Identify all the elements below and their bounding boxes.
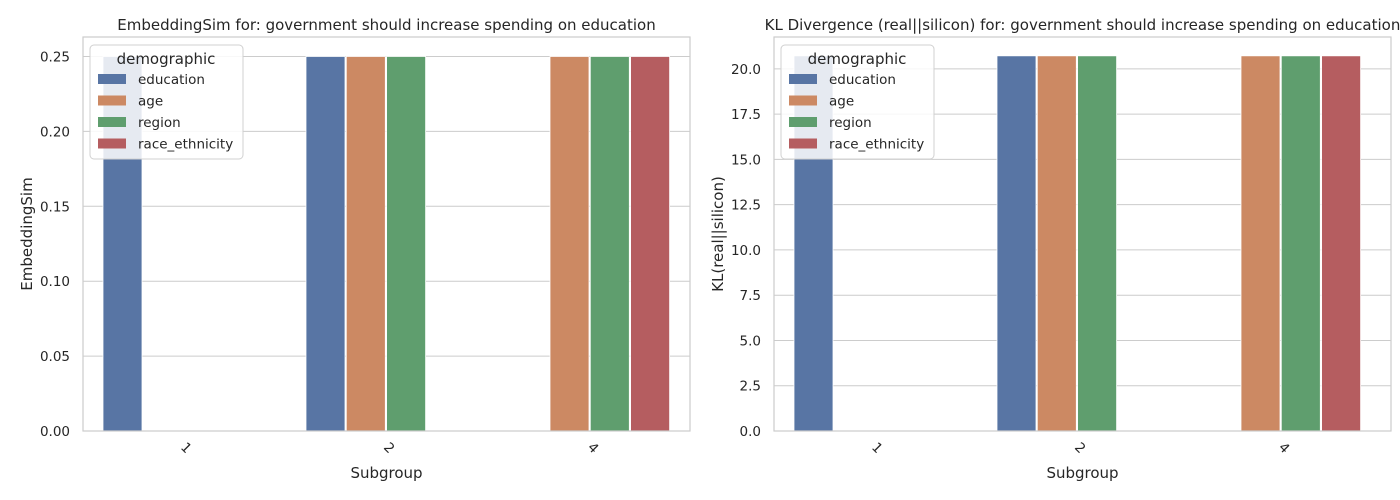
bar-age-2 [1036,55,1077,432]
legend: demographic education age region race_ethnic… [89,44,244,160]
legend-entry: education [829,72,896,88]
legend-swatch-education [789,74,817,84]
y-tick-label: 0.10 [40,274,70,290]
chart-panel-1: 0.00 0.05 0.10 0.15 0.20 0.25 1 2 4 Subgroup Embed… [18,16,691,482]
y-tick-label: 15.0 [731,152,761,168]
x-tick-label: 2 [1071,439,1088,456]
legend-entry: age [829,94,854,110]
chart-panel-2: 0.0 2.5 5.0 7.5 10.0 12.5 15.0 17.5 20.0 1 2 4 Subgr… [709,16,1400,482]
bar-race_ethnicity-4 [1321,55,1361,432]
x-tick-label: 4 [584,439,601,456]
x-tick-label: 1 [868,439,885,456]
legend-title: demographic [808,50,907,68]
y-tick-label: 0.25 [40,49,70,65]
legend-entry: region [829,115,872,131]
legend-swatch-race_ethnicity [789,138,817,149]
legend-title: demographic [117,50,216,68]
chart-title: KL Divergence (real||silicon) for: gover… [765,16,1400,34]
legend-swatch-education [98,74,126,84]
x-tick-label: 2 [380,439,397,456]
y-tick-label: 7.5 [740,288,761,304]
legend-swatch-age [789,95,817,106]
y-tick-label: 0.0 [740,424,761,440]
legend: demographic education age region race_ethnic… [780,44,935,160]
bar-region-4 [1280,55,1321,432]
bar-age-4 [1240,55,1281,432]
y-tick-label: 12.5 [731,198,761,214]
legend-entry: region [138,115,181,131]
y-axis-label: EmbeddingSim [18,177,36,290]
legend-box [89,44,244,160]
x-tick-label: 1 [177,439,194,456]
legend-entry: race_ethnicity [829,137,924,153]
legend-swatch-age [98,95,126,106]
legend-entry: age [138,94,163,110]
y-tick-label: 0.15 [40,199,70,215]
legend-swatch-region [789,117,817,127]
legend-entry: education [138,72,205,88]
legend-swatch-race_ethnicity [98,138,126,149]
x-axis-label: Subgroup [350,464,422,482]
plot-frame [82,36,691,432]
y-tick-label: 0.20 [40,124,70,140]
bar-education-2 [996,55,1037,432]
x-axis-label: Subgroup [1046,464,1118,482]
bar-region-4 [589,56,630,432]
y-tick-label: 10.0 [731,243,761,259]
y-tick-label: 0.00 [40,424,70,440]
y-tick-label: 2.5 [740,379,761,395]
bar-race_ethnicity-4 [630,56,670,432]
plot-frame [773,36,1392,432]
chart-title: EmbeddingSim for: government should incr… [117,16,655,34]
bar-region-2 [1077,55,1117,432]
y-tick-label: 0.05 [40,349,70,365]
legend-box [780,44,935,160]
bar-age-4 [549,56,590,432]
x-tick-label: 4 [1275,439,1292,456]
legend-swatch-region [98,117,126,127]
bar-age-2 [345,56,386,432]
y-tick-label: 20.0 [731,62,761,78]
bar-region-2 [386,56,427,432]
y-axis-label: KL(real||silicon) [709,176,727,292]
y-tick-label: 17.5 [731,107,761,123]
y-tick-label: 5.0 [740,333,761,349]
legend-entry: race_ethnicity [138,137,233,153]
bar-education-2 [305,56,346,432]
